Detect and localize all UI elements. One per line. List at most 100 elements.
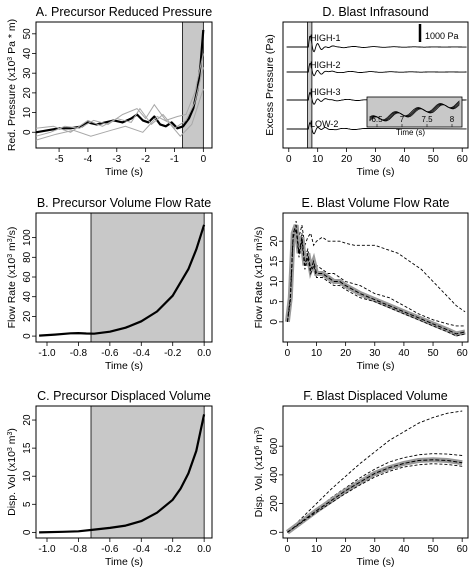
panel-title: C. Precursor Displaced Volume <box>37 389 211 403</box>
x-tick-label: -0.2 <box>164 544 182 555</box>
series-line-dashed-high <box>287 410 463 533</box>
x-tick-label: 60 <box>457 348 469 359</box>
y-tick-label: 0 <box>269 319 280 325</box>
ylabel-part: Flow Rate (x10 <box>6 258 18 329</box>
inset-x-tick-label: 7.5 <box>421 115 433 124</box>
x-tick-label: 0 <box>285 348 291 359</box>
x-axis-label: Time (s) <box>356 360 394 372</box>
series-line-dashed-low <box>286 228 466 337</box>
y-axis-label: Red. Pressure (x103 Pa * m) <box>6 19 18 151</box>
x-tick-label: 30 <box>369 348 381 359</box>
series-line-individual <box>35 53 204 137</box>
ylabel-part: 3 <box>7 432 14 436</box>
trace-name: HIGH-3 <box>310 87 341 97</box>
ylabel-part: ) <box>253 427 265 431</box>
shaded-region <box>182 22 204 148</box>
shaded-region <box>91 406 205 538</box>
x-tick-label: 60 <box>457 544 469 555</box>
panel-title: F. Blast Displaced Volume <box>303 389 448 403</box>
plot-frame <box>35 21 213 149</box>
y-tick-label: 600 <box>269 437 280 454</box>
plot-frame <box>282 405 469 539</box>
panel-title: D. Blast Infrasound <box>322 5 428 19</box>
y-tick-label: 0 <box>22 529 33 535</box>
x-tick-label: 10 <box>312 154 324 165</box>
series-line-main <box>39 224 206 337</box>
ylabel-part: m <box>253 242 265 254</box>
ylabel-part: Disp. Vol. (x10 <box>253 449 265 517</box>
series-line-mean <box>287 459 463 533</box>
ylabel-part: 6 <box>254 446 261 450</box>
inset-trace <box>369 100 460 121</box>
series-envelope <box>285 457 463 535</box>
inset-frame <box>366 96 463 128</box>
x-tick-label: 60 <box>457 154 469 165</box>
y-tick-label: 0 <box>22 129 33 135</box>
x-tick-label: -5 <box>55 154 64 165</box>
y-tick-label: 5 <box>269 298 280 304</box>
x-axis-label: Time (s) <box>105 360 143 372</box>
scale-bar-label: 1000 Pa <box>425 31 459 41</box>
plot-frame <box>282 212 469 343</box>
ylabel-part: m <box>6 435 18 447</box>
inset-x-tick-label: 8 <box>450 115 455 124</box>
y-tick-label: 50 <box>22 28 33 40</box>
x-tick-label: 0 <box>286 154 292 165</box>
x-tick-label: -0.4 <box>133 348 151 359</box>
y-axis-label: Disp. Vol. (x106 m3) <box>253 427 265 518</box>
y-tick-label: 40 <box>22 48 33 60</box>
panel-title: E. Blast Volume Flow Rate <box>302 196 450 210</box>
plot-frame <box>35 212 213 343</box>
shaded-region <box>91 213 205 342</box>
ylabel-part: ) <box>6 428 18 432</box>
panel-title: B. Precursor Volume Flow Rate <box>37 196 211 210</box>
x-axis-label: Time (s) <box>105 556 143 568</box>
x-tick-label: -0.4 <box>133 544 151 555</box>
x-axis-label: Time (s) <box>356 556 394 568</box>
panel-title: A. Precursor Reduced Pressure <box>36 5 213 19</box>
ylabel-part: /s) <box>253 227 265 239</box>
x-tick-label: -1.0 <box>38 348 56 359</box>
y-tick-label: 10 <box>269 276 280 288</box>
y-tick-label: 10 <box>22 107 33 119</box>
trace-name: HIGH-2 <box>310 60 341 70</box>
x-tick-label: -3 <box>112 154 121 165</box>
y-tick-label: 15 <box>22 442 33 454</box>
x-tick-label: -1.0 <box>38 544 56 555</box>
x-tick-label: -0.8 <box>70 348 88 359</box>
ylabel-part: Red. Pressure (x10 <box>6 61 18 152</box>
y-axis-label: Disp. Vol (x103 m3) <box>6 428 18 516</box>
y-axis-label: Flow Rate (x106 m3/s) <box>253 227 265 329</box>
x-tick-label: 50 <box>427 544 439 555</box>
y-tick-label: 20 <box>22 310 33 322</box>
x-tick-label: 10 <box>311 544 323 555</box>
y-tick-label: 400 <box>269 466 280 483</box>
x-tick-label: 10 <box>311 348 323 359</box>
x-tick-label: 20 <box>341 154 353 165</box>
x-tick-label: 0 <box>201 154 207 165</box>
ylabel-part: 3 <box>254 238 261 242</box>
ylabel-part: 3 <box>7 57 14 61</box>
x-tick-label: -0.6 <box>101 544 119 555</box>
series-line-dashed-high <box>286 220 466 322</box>
plot-frame <box>35 405 213 539</box>
series-line-main <box>39 414 206 534</box>
ylabel-part: m <box>253 434 265 446</box>
series-line-dashed-lower <box>287 463 463 533</box>
series-line-dashed-mid <box>286 224 466 327</box>
x-tick-label: 20 <box>340 544 352 555</box>
x-tick-label: 40 <box>399 154 411 165</box>
y-axis-label: Flow Rate (x103 m3/s) <box>6 227 18 329</box>
x-tick-label: 20 <box>340 348 352 359</box>
x-axis-label: Time (s) <box>356 166 394 178</box>
y-tick-label: 30 <box>22 67 33 79</box>
y-tick-label: 20 <box>22 414 33 426</box>
y-tick-label: 60 <box>22 271 33 283</box>
ylabel-part: /s) <box>6 227 18 239</box>
x-tick-label: -2 <box>141 154 150 165</box>
x-axis-label: Time (s) <box>105 166 143 178</box>
x-tick-label: 50 <box>428 154 440 165</box>
